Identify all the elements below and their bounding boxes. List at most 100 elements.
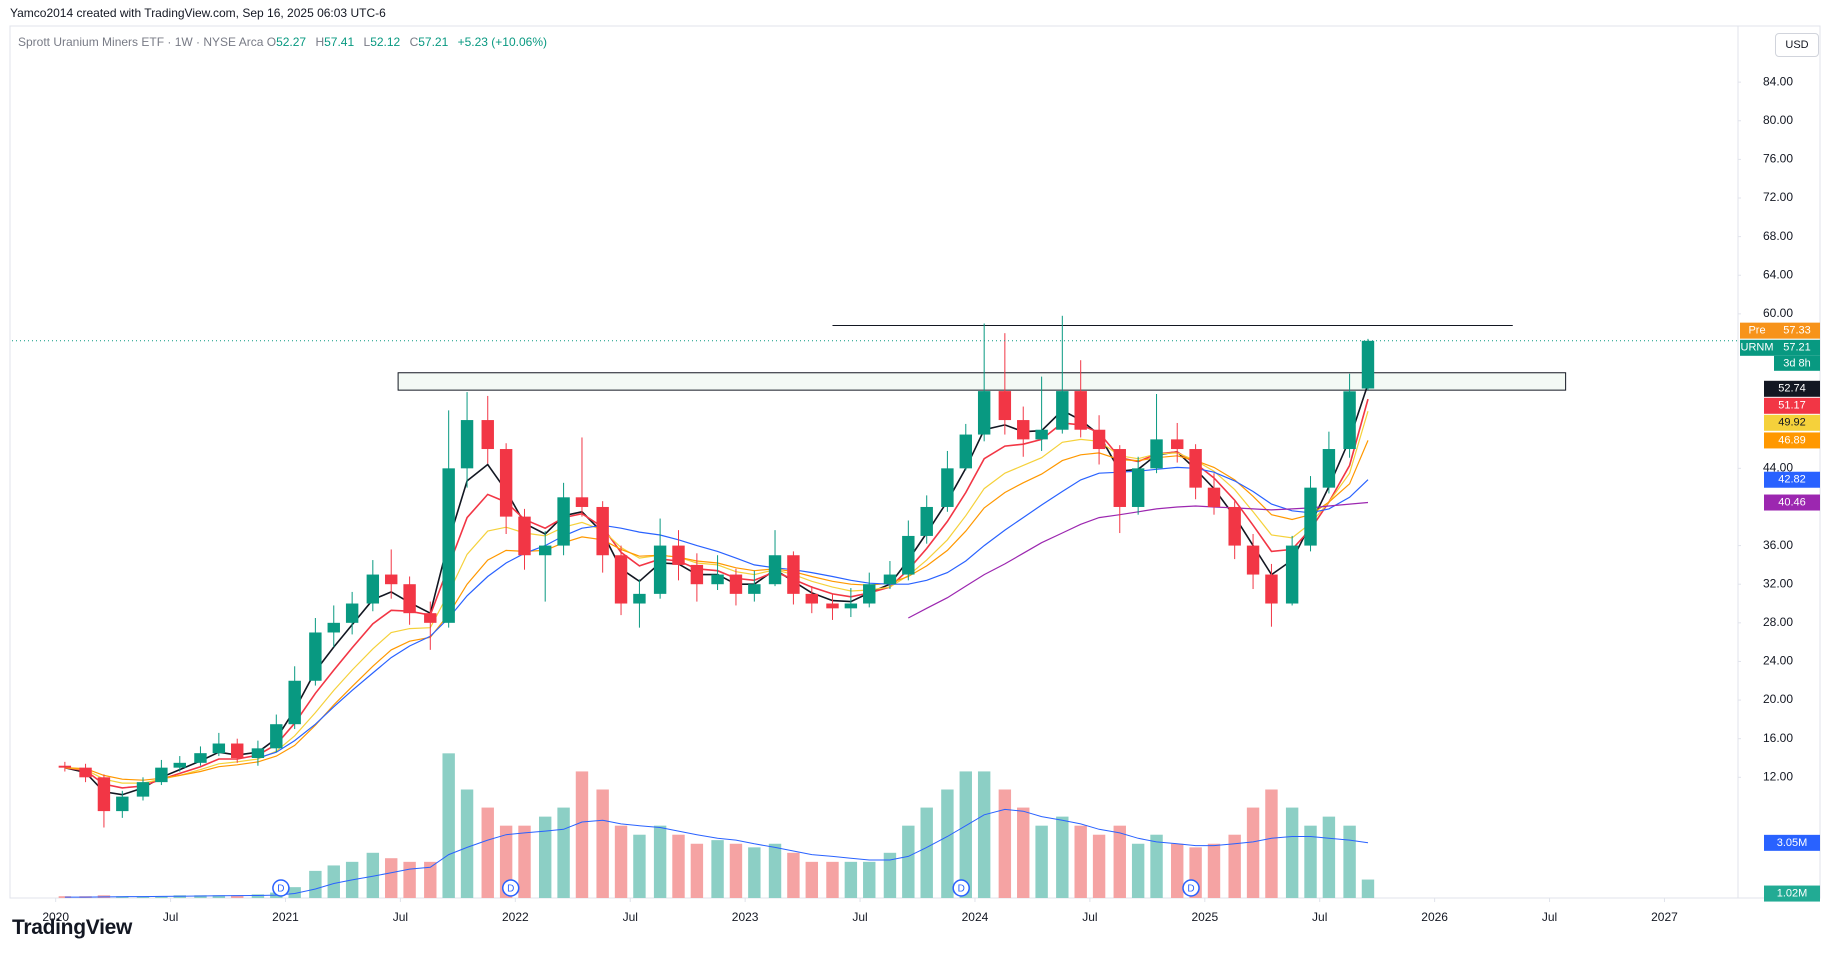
- volume-bar: [941, 789, 954, 898]
- ohlc-value: 57.21: [418, 35, 449, 49]
- volume-bar: [672, 834, 685, 898]
- volume-bar: [902, 825, 915, 898]
- candle-body: [442, 468, 455, 623]
- volume-bar: [959, 771, 972, 898]
- volume-bar: [1092, 834, 1106, 898]
- volume-bar: [58, 896, 72, 898]
- candle-body: [633, 593, 646, 604]
- ma-tag-value: 40.46: [1778, 496, 1806, 508]
- volume-bar: [194, 895, 207, 898]
- candle-body: [481, 420, 494, 450]
- ohlc-value: 52.12: [370, 35, 401, 49]
- candle-body: [977, 391, 991, 435]
- candle-body: [690, 564, 704, 585]
- candle-body: [1228, 506, 1241, 546]
- volume-bar: [1228, 834, 1241, 898]
- candle-body: [1131, 468, 1145, 507]
- ohlc-value: 57.41: [324, 35, 355, 49]
- volume-bar: [385, 858, 398, 898]
- candle-body: [97, 777, 111, 812]
- y-tick-label: 68.00: [1763, 229, 1793, 243]
- candle-body: [959, 434, 972, 469]
- candle-body: [1285, 545, 1299, 604]
- candle-body: [345, 603, 359, 623]
- candle-body: [1343, 391, 1356, 450]
- event-marker: [501, 879, 520, 897]
- volume-bar: [1207, 843, 1221, 898]
- x-tick-label: 2026: [1421, 910, 1448, 924]
- x-tick-label: 2021: [272, 910, 299, 924]
- countdown: 3d 8h: [1783, 358, 1811, 370]
- pre-tag: [1774, 322, 1820, 339]
- ma-tag: [1764, 397, 1820, 414]
- candle-body: [614, 555, 628, 604]
- candle-body: [787, 555, 800, 594]
- price-zone: [397, 372, 1567, 391]
- moving-average: [908, 501, 1369, 619]
- volume-bar: [977, 771, 991, 898]
- candle-body: [1265, 574, 1278, 604]
- event-label: D: [958, 884, 965, 895]
- ma-tag-value: 51.17: [1778, 400, 1806, 412]
- candle-body: [366, 574, 380, 604]
- candle-body: [538, 545, 552, 556]
- x-tick-label: 2025: [1191, 910, 1218, 924]
- candle-body: [79, 767, 92, 778]
- volume-bar: [231, 895, 244, 898]
- volume-bar: [327, 865, 340, 898]
- ma-tag: [1764, 414, 1820, 431]
- candle-body: [1017, 420, 1030, 440]
- volume-bar: [614, 825, 628, 898]
- candle-body: [998, 391, 1012, 421]
- x-tick-label: Jul: [852, 910, 867, 924]
- candle-body: [1322, 449, 1336, 488]
- volume-bar: [424, 861, 437, 898]
- x-tick-label: 2023: [732, 910, 759, 924]
- candle-body: [1189, 449, 1202, 488]
- volume-bar: [288, 887, 301, 898]
- symbol-legend: Sprott Uranium Miners ETF · 1W · NYSE Ar…: [18, 35, 553, 49]
- volume-bar: [155, 896, 168, 898]
- candle-body: [251, 748, 265, 758]
- volume-bar: [1171, 843, 1184, 898]
- volume-bar: [212, 895, 226, 898]
- y-tick-label: 32.00: [1763, 576, 1793, 590]
- candle-body: [173, 762, 186, 768]
- x-tick-label: Jul: [1312, 910, 1327, 924]
- volume-bar: [309, 870, 322, 898]
- ohlc-label: C: [409, 35, 419, 49]
- volume-bar: [538, 816, 552, 898]
- y-tick-label: 72.00: [1763, 190, 1793, 204]
- candle-body: [270, 724, 283, 749]
- volume-bar: [518, 825, 531, 898]
- x-tick-label: 2027: [1651, 910, 1678, 924]
- volume-bar: [729, 843, 743, 898]
- event-marker: [1182, 879, 1200, 897]
- x-tick-label: Jul: [1082, 910, 1097, 924]
- volume-bar: [1150, 834, 1163, 898]
- event-label: D: [507, 884, 514, 895]
- candle-body: [596, 506, 609, 556]
- volume-bar: [1265, 789, 1278, 898]
- candle-body: [58, 765, 72, 768]
- volume-bar: [460, 789, 474, 898]
- candle-body: [920, 506, 933, 536]
- ma-tag-value: 46.89: [1778, 434, 1806, 446]
- x-tick-label: 2020: [42, 910, 69, 924]
- ma-tag-value: 42.82: [1778, 474, 1806, 486]
- plot-frame: [9, 25, 1821, 899]
- candle-body: [116, 796, 129, 812]
- volume-ma-tag: [1764, 834, 1820, 851]
- attribution: Yamco2014 created with TradingView.com, …: [10, 6, 386, 20]
- volume-bar: [481, 807, 494, 898]
- y-tick-label: 20.00: [1763, 692, 1793, 706]
- candle-body: [309, 632, 322, 681]
- volume-bar: [1361, 879, 1375, 898]
- volume-bar: [998, 789, 1012, 898]
- ohlc-label: L: [363, 35, 371, 49]
- ohlc-label: O: [266, 35, 277, 49]
- currency-button[interactable]: USD: [1775, 33, 1819, 57]
- y-tick-label: 44.00: [1763, 461, 1793, 475]
